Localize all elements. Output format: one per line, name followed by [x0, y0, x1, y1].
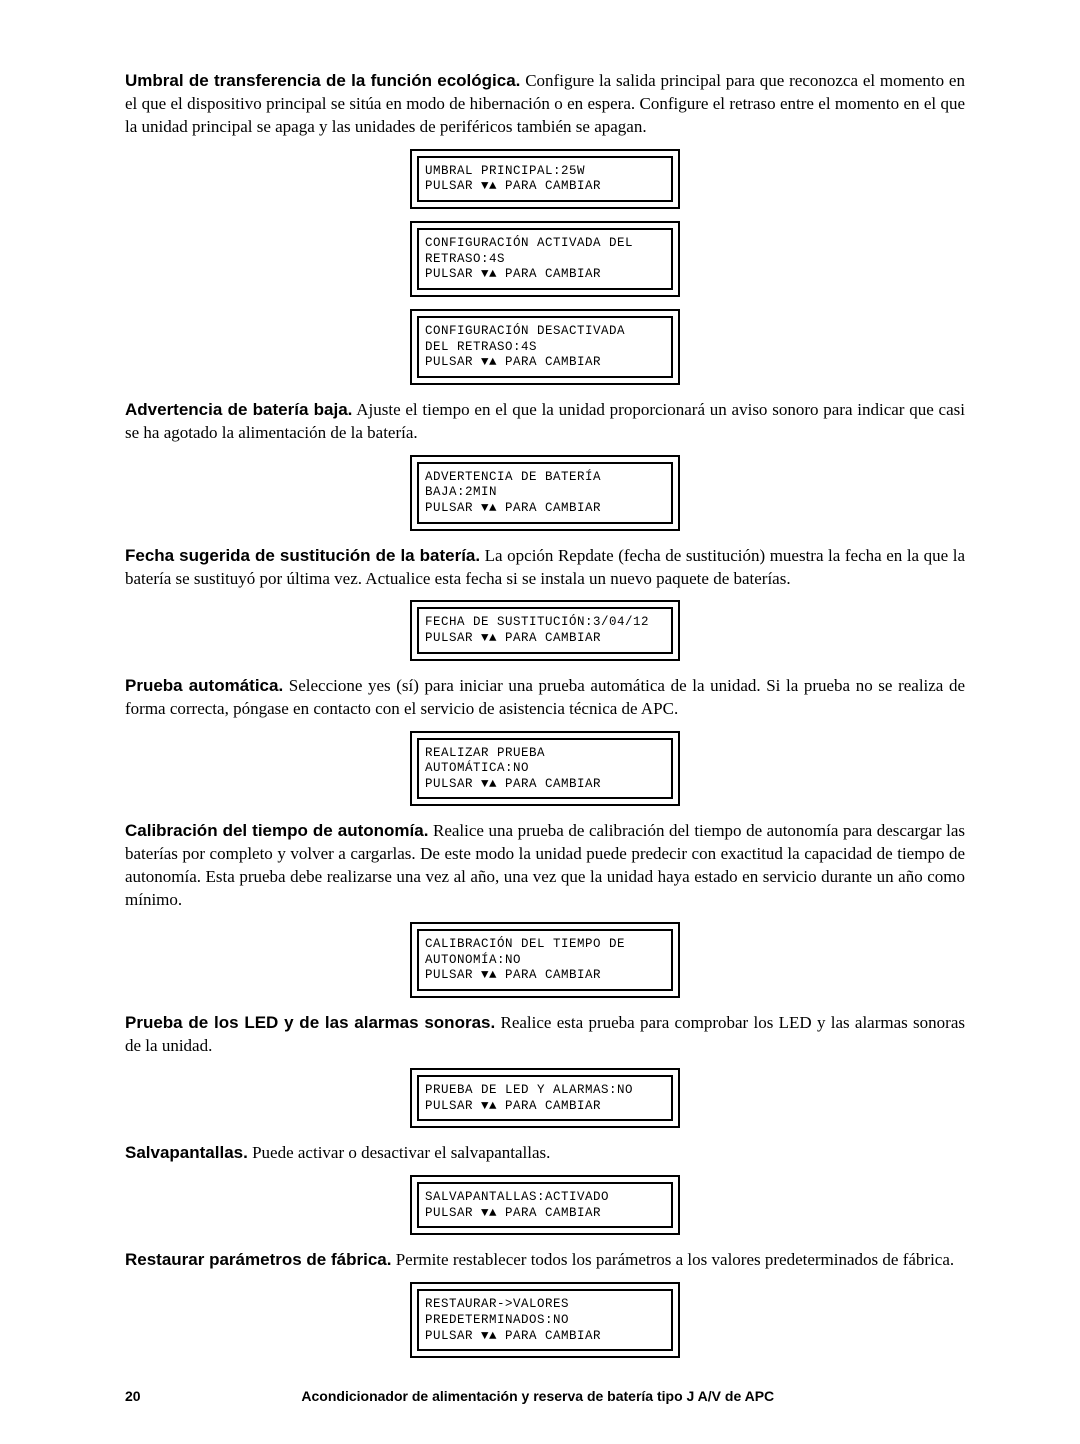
lcd-line: SALVAPANTALLAS:ACTIVADO — [425, 1190, 665, 1206]
lcd-line: PULSAR ▼▲ PARA CAMBIAR — [425, 179, 665, 195]
lcd-line: AUTONOMÍA:NO — [425, 953, 665, 969]
section-title: Calibración del tiempo de autonomía. — [125, 821, 428, 840]
lcd-display: RESTAURAR->VALORESPREDETERMINADOS:NOPULS… — [410, 1282, 680, 1358]
section-paragraph: Salvapantallas. Puede activar o desactiv… — [125, 1142, 965, 1165]
lcd-screen: RESTAURAR->VALORESPREDETERMINADOS:NOPULS… — [417, 1289, 673, 1351]
section-body: Puede activar o desactivar el salvapanta… — [248, 1143, 551, 1162]
section: Prueba automática. Seleccione yes (sí) p… — [125, 675, 965, 807]
section: Advertencia de batería baja. Ajuste el t… — [125, 399, 965, 531]
lcd-display: FECHA DE SUSTITUCIÓN:3/04/12PULSAR ▼▲ PA… — [410, 600, 680, 660]
lcd-line: DEL RETRASO:4S — [425, 340, 665, 356]
section-paragraph: Fecha sugerida de sustitución de la bate… — [125, 545, 965, 591]
section: Restaurar parámetros de fábrica. Permite… — [125, 1249, 965, 1358]
lcd-group: REALIZAR PRUEBAAUTOMÁTICA:NOPULSAR ▼▲ PA… — [125, 731, 965, 807]
section-paragraph: Umbral de transferencia de la función ec… — [125, 70, 965, 139]
page-number: 20 — [125, 1388, 141, 1404]
section-title: Umbral de transferencia de la función ec… — [125, 71, 520, 90]
section-paragraph: Calibración del tiempo de autonomía. Rea… — [125, 820, 965, 912]
lcd-line: FECHA DE SUSTITUCIÓN:3/04/12 — [425, 615, 665, 631]
lcd-line: UMBRAL PRINCIPAL:25W — [425, 164, 665, 180]
lcd-group: PRUEBA DE LED Y ALARMAS:NOPULSAR ▼▲ PARA… — [125, 1068, 965, 1128]
section-title: Prueba de los LED y de las alarmas sonor… — [125, 1013, 495, 1032]
lcd-screen: UMBRAL PRINCIPAL:25WPULSAR ▼▲ PARA CAMBI… — [417, 156, 673, 202]
lcd-line: AUTOMÁTICA:NO — [425, 761, 665, 777]
lcd-display: CONFIGURACIÓN DESACTIVADADEL RETRASO:4SP… — [410, 309, 680, 385]
lcd-line: RESTAURAR->VALORES — [425, 1297, 665, 1313]
lcd-group: ADVERTENCIA DE BATERÍABAJA:2MINPULSAR ▼▲… — [125, 455, 965, 531]
lcd-screen: FECHA DE SUSTITUCIÓN:3/04/12PULSAR ▼▲ PA… — [417, 607, 673, 653]
lcd-group: CALIBRACIÓN DEL TIEMPO DEAUTONOMÍA:NOPUL… — [125, 922, 965, 998]
section-body: Permite restablecer todos los parámetros… — [391, 1250, 954, 1269]
lcd-screen: SALVAPANTALLAS:ACTIVADOPULSAR ▼▲ PARA CA… — [417, 1182, 673, 1228]
lcd-line: CONFIGURACIÓN DESACTIVADA — [425, 324, 665, 340]
section: Umbral de transferencia de la función ec… — [125, 70, 965, 385]
lcd-screen: CONFIGURACIÓN DESACTIVADADEL RETRASO:4SP… — [417, 316, 673, 378]
lcd-line: PULSAR ▼▲ PARA CAMBIAR — [425, 267, 665, 283]
section-title: Restaurar parámetros de fábrica. — [125, 1250, 391, 1269]
lcd-screen: REALIZAR PRUEBAAUTOMÁTICA:NOPULSAR ▼▲ PA… — [417, 738, 673, 800]
section-title: Prueba automática. — [125, 676, 283, 695]
lcd-display: ADVERTENCIA DE BATERÍABAJA:2MINPULSAR ▼▲… — [410, 455, 680, 531]
lcd-display: CALIBRACIÓN DEL TIEMPO DEAUTONOMÍA:NOPUL… — [410, 922, 680, 998]
document-page: Umbral de transferencia de la función ec… — [125, 70, 965, 1358]
lcd-display: REALIZAR PRUEBAAUTOMÁTICA:NOPULSAR ▼▲ PA… — [410, 731, 680, 807]
section-title: Salvapantallas. — [125, 1143, 248, 1162]
section: Prueba de los LED y de las alarmas sonor… — [125, 1012, 965, 1128]
lcd-group: FECHA DE SUSTITUCIÓN:3/04/12PULSAR ▼▲ PA… — [125, 600, 965, 660]
lcd-line: PULSAR ▼▲ PARA CAMBIAR — [425, 355, 665, 371]
section-paragraph: Advertencia de batería baja. Ajuste el t… — [125, 399, 965, 445]
section-title: Fecha sugerida de sustitución de la bate… — [125, 546, 480, 565]
lcd-display: CONFIGURACIÓN ACTIVADA DELRETRASO:4SPULS… — [410, 221, 680, 297]
lcd-line: BAJA:2MIN — [425, 485, 665, 501]
lcd-line: PULSAR ▼▲ PARA CAMBIAR — [425, 1099, 665, 1115]
section: Salvapantallas. Puede activar o desactiv… — [125, 1142, 965, 1235]
lcd-line: PULSAR ▼▲ PARA CAMBIAR — [425, 1206, 665, 1222]
section: Calibración del tiempo de autonomía. Rea… — [125, 820, 965, 998]
lcd-screen: ADVERTENCIA DE BATERÍABAJA:2MINPULSAR ▼▲… — [417, 462, 673, 524]
lcd-display: SALVAPANTALLAS:ACTIVADOPULSAR ▼▲ PARA CA… — [410, 1175, 680, 1235]
lcd-line: PULSAR ▼▲ PARA CAMBIAR — [425, 1329, 665, 1345]
section-paragraph: Prueba de los LED y de las alarmas sonor… — [125, 1012, 965, 1058]
lcd-line: PULSAR ▼▲ PARA CAMBIAR — [425, 631, 665, 647]
lcd-line: PULSAR ▼▲ PARA CAMBIAR — [425, 777, 665, 793]
footer-title: Acondicionador de alimentación y reserva… — [141, 1388, 935, 1404]
lcd-screen: PRUEBA DE LED Y ALARMAS:NOPULSAR ▼▲ PARA… — [417, 1075, 673, 1121]
section-paragraph: Restaurar parámetros de fábrica. Permite… — [125, 1249, 965, 1272]
lcd-display: UMBRAL PRINCIPAL:25WPULSAR ▼▲ PARA CAMBI… — [410, 149, 680, 209]
lcd-line: REALIZAR PRUEBA — [425, 746, 665, 762]
lcd-screen: CONFIGURACIÓN ACTIVADA DELRETRASO:4SPULS… — [417, 228, 673, 290]
lcd-display: PRUEBA DE LED Y ALARMAS:NOPULSAR ▼▲ PARA… — [410, 1068, 680, 1128]
lcd-screen: CALIBRACIÓN DEL TIEMPO DEAUTONOMÍA:NOPUL… — [417, 929, 673, 991]
lcd-line: PRUEBA DE LED Y ALARMAS:NO — [425, 1083, 665, 1099]
lcd-line: CONFIGURACIÓN ACTIVADA DEL — [425, 236, 665, 252]
lcd-line: PREDETERMINADOS:NO — [425, 1313, 665, 1329]
section-paragraph: Prueba automática. Seleccione yes (sí) p… — [125, 675, 965, 721]
lcd-group: UMBRAL PRINCIPAL:25WPULSAR ▼▲ PARA CAMBI… — [125, 149, 965, 385]
lcd-line: CALIBRACIÓN DEL TIEMPO DE — [425, 937, 665, 953]
lcd-group: RESTAURAR->VALORESPREDETERMINADOS:NOPULS… — [125, 1282, 965, 1358]
section-title: Advertencia de batería baja. — [125, 400, 352, 419]
lcd-line: PULSAR ▼▲ PARA CAMBIAR — [425, 501, 665, 517]
page-footer: 20 Acondicionador de alimentación y rese… — [125, 1388, 965, 1404]
lcd-group: SALVAPANTALLAS:ACTIVADOPULSAR ▼▲ PARA CA… — [125, 1175, 965, 1235]
lcd-line: RETRASO:4S — [425, 252, 665, 268]
lcd-line: PULSAR ▼▲ PARA CAMBIAR — [425, 968, 665, 984]
lcd-line: ADVERTENCIA DE BATERÍA — [425, 470, 665, 486]
section: Fecha sugerida de sustitución de la bate… — [125, 545, 965, 661]
